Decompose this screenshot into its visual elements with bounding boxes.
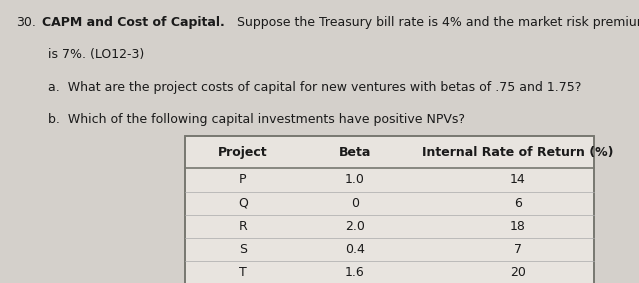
- Text: 1.6: 1.6: [345, 266, 364, 279]
- Text: S: S: [239, 243, 247, 256]
- Text: CAPM and Cost of Capital.: CAPM and Cost of Capital.: [42, 16, 224, 29]
- Text: 14: 14: [510, 173, 525, 186]
- Text: a.  What are the project costs of capital for new ventures with betas of .75 and: a. What are the project costs of capital…: [48, 81, 581, 94]
- Text: Q: Q: [238, 197, 248, 210]
- Text: 2.0: 2.0: [344, 220, 365, 233]
- Text: Suppose the Treasury bill rate is 4% and the market risk premium: Suppose the Treasury bill rate is 4% and…: [233, 16, 639, 29]
- Text: 7: 7: [514, 243, 521, 256]
- Text: 1.0: 1.0: [344, 173, 365, 186]
- Text: 18: 18: [510, 220, 525, 233]
- Text: 20: 20: [510, 266, 525, 279]
- Text: Project: Project: [218, 146, 268, 158]
- Text: P: P: [239, 173, 247, 186]
- Text: b.  Which of the following capital investments have positive NPVs?: b. Which of the following capital invest…: [48, 113, 465, 126]
- Text: T: T: [239, 266, 247, 279]
- Text: 0.4: 0.4: [344, 243, 365, 256]
- Text: is 7%. (LO12-3): is 7%. (LO12-3): [48, 48, 144, 61]
- Text: 0: 0: [351, 197, 358, 210]
- Text: 6: 6: [514, 197, 521, 210]
- Text: 30.: 30.: [16, 16, 36, 29]
- Text: Internal Rate of Return (%): Internal Rate of Return (%): [422, 146, 613, 158]
- Text: R: R: [238, 220, 247, 233]
- Text: Beta: Beta: [339, 146, 371, 158]
